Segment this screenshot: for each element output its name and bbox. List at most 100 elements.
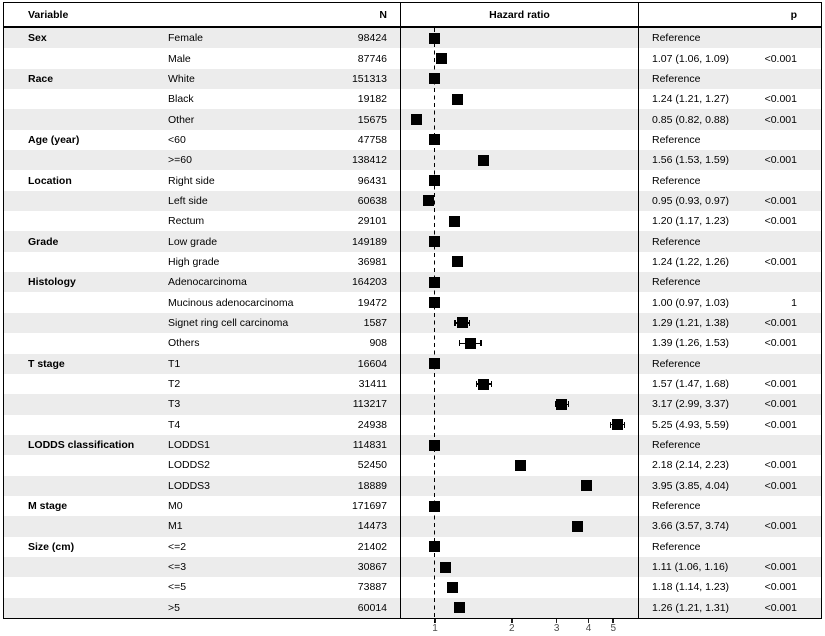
subgroup-cell: T3 — [168, 398, 181, 411]
p-value-cell — [759, 496, 821, 516]
n-cell: 18889 — [357, 479, 387, 492]
n-cell: 60638 — [357, 194, 387, 207]
estimate-cell: Reference — [652, 540, 701, 553]
p-value-cell — [759, 69, 821, 89]
table-row: <=5 73887 1.18 (1.14, 1.23) <0.001 — [4, 577, 821, 598]
estimate-cell: 1.39 (1.26, 1.53) — [652, 337, 730, 350]
column-header-n: N — [379, 8, 387, 21]
hazard-plot-cell — [400, 312, 639, 334]
hazard-plot-cell — [400, 190, 639, 212]
hr-point-marker — [452, 256, 464, 268]
hr-point-marker — [428, 439, 440, 451]
hazard-plot-cell — [400, 109, 639, 130]
n-cell: 29101 — [357, 215, 387, 228]
n-cell: 36981 — [357, 255, 387, 268]
estimate-cell: Reference — [652, 174, 701, 187]
variable-cell: LODDS classification — [28, 439, 135, 452]
variable-cell — [4, 374, 168, 394]
reference-line — [433, 28, 436, 623]
p-value-cell: <0.001 — [764, 194, 797, 207]
p-value-cell — [759, 354, 821, 374]
n-cell: 21402 — [357, 540, 387, 553]
hazard-plot-cell — [400, 455, 639, 476]
forest-plot-table: Variable N Hazard ratio p Sex Female 98424… — [3, 2, 822, 623]
estimate-cell: 1.20 (1.17, 1.23) — [652, 215, 730, 228]
axis-tick — [587, 619, 590, 623]
hazard-plot-cell — [400, 251, 639, 273]
subgroup-cell: Male — [168, 52, 191, 65]
column-header-variable: Variable — [28, 8, 69, 21]
p-value-cell — [759, 231, 821, 251]
n-cell: 30867 — [357, 561, 387, 574]
estimate-cell: 1.11 (1.06, 1.16) — [652, 561, 729, 574]
subgroup-cell: Female — [168, 32, 204, 45]
table-row: Grade Low grade 149189 Reference — [4, 231, 821, 252]
x-axis: 1 2 3 4 5 — [0, 619, 825, 636]
hr-point-marker — [428, 358, 440, 370]
hazard-plot-cell — [400, 231, 639, 252]
variable-cell — [4, 577, 168, 597]
table-row: Histology Adenocarcinoma 164203 Reference — [4, 272, 821, 293]
hazard-plot-cell — [400, 28, 639, 49]
hr-point-marker — [428, 500, 440, 512]
n-cell: 171697 — [351, 500, 387, 513]
subgroup-cell: LODDS3 — [168, 479, 211, 492]
n-cell: 149189 — [351, 235, 387, 248]
variable-cell — [4, 598, 168, 618]
p-value-cell: <0.001 — [764, 316, 797, 329]
hazard-plot-cell — [400, 577, 639, 598]
hazard-plot-cell — [400, 353, 639, 374]
variable-cell: Sex — [28, 32, 47, 45]
variable-cell — [4, 89, 168, 109]
hazard-plot-cell — [400, 48, 639, 69]
table-row: Race White 151313 Reference — [4, 68, 821, 90]
p-value-cell: <0.001 — [764, 459, 797, 472]
hr-point-marker — [556, 398, 568, 410]
variable-cell — [4, 557, 168, 577]
table-row: LODDS2 52450 2.18 (2.14, 2.23) <0.001 — [4, 455, 821, 476]
n-cell: 19472 — [357, 296, 387, 309]
estimate-cell: 2.18 (2.14, 2.23) — [652, 459, 730, 472]
hazard-plot-cell — [400, 89, 639, 110]
estimate-cell: 3.17 (2.99, 3.37) — [652, 398, 730, 411]
subgroup-cell: Other — [168, 113, 195, 126]
axis-tick-label: 5 — [610, 623, 617, 634]
hr-point-marker — [448, 215, 460, 227]
axis-tick — [555, 619, 558, 623]
hr-point-marker — [428, 297, 440, 309]
hazard-plot-cell — [400, 536, 639, 557]
estimate-cell: Reference — [652, 357, 701, 370]
table-row: Rectum 29101 1.20 (1.17, 1.23) <0.001 — [4, 211, 821, 232]
hazard-plot-cell — [400, 129, 639, 151]
variable-cell: T stage — [28, 357, 65, 370]
variable-cell — [4, 150, 168, 170]
column-header-hazard-ratio: Hazard ratio — [400, 3, 639, 26]
p-value-cell: <0.001 — [764, 93, 797, 106]
rows-container: Sex Female 98424 Reference Male 87746 1.07 (1.… — [4, 28, 821, 618]
p-value-cell: <0.001 — [764, 215, 797, 228]
table-row: LODDS3 18889 3.95 (3.85, 4.04) <0.001 — [4, 475, 821, 496]
p-value-cell: <0.001 — [764, 479, 797, 492]
table-row: Other 15675 0.85 (0.82, 0.88) <0.001 — [4, 109, 821, 130]
ci-cap-left — [554, 401, 557, 408]
hr-point-marker — [428, 236, 440, 248]
variable-cell: Location — [28, 174, 72, 187]
hr-point-marker — [428, 175, 440, 187]
hazard-plot-cell — [400, 272, 639, 293]
estimate-cell: 3.95 (3.85, 4.04) — [652, 479, 730, 492]
table-row: Black 19182 1.24 (1.21, 1.27) <0.001 — [4, 89, 821, 110]
subgroup-cell: M0 — [168, 500, 183, 513]
variable-cell — [4, 415, 168, 435]
table-row: LODDS classification LODDS1 114831 Referenc… — [4, 434, 821, 456]
subgroup-cell: Low grade — [168, 235, 218, 248]
p-value-cell — [759, 537, 821, 557]
variable-cell — [4, 191, 168, 211]
axis-tick — [612, 619, 614, 623]
table-row: Location Right side 96431 Reference — [4, 170, 821, 191]
n-cell: 19182 — [357, 93, 387, 106]
subgroup-cell: <=3 — [168, 561, 187, 574]
p-value-cell — [759, 28, 821, 48]
table-row: Mucinous adenocarcinoma 19472 1.00 (0.97, … — [4, 292, 821, 313]
n-cell: 60014 — [357, 601, 387, 614]
hr-point-marker — [435, 53, 447, 65]
